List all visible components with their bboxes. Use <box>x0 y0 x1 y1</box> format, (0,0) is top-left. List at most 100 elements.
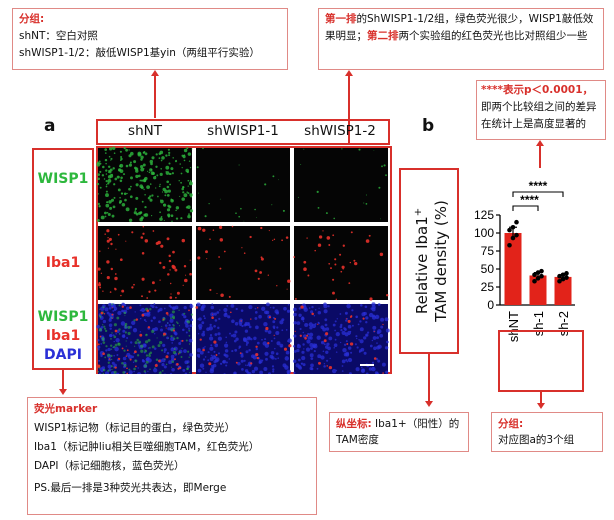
markers-note-line1: WISP1标记物（标记目的蛋白，绿色荧光） <box>34 422 236 434</box>
row-label-merge-dapi: DAPI <box>44 347 82 363</box>
y-tick-label-25: 25 <box>481 280 495 294</box>
data-point-sh-1-3 <box>532 272 537 278</box>
panel-a-letter: a <box>44 116 56 136</box>
scale-bar <box>360 364 374 366</box>
data-point-sh-2-0 <box>557 278 562 284</box>
bar-shNT <box>504 233 522 305</box>
significance-text: 即两个比较组之间的差异在统计上是高度显著的 <box>481 101 597 130</box>
data-point-sh-1-5 <box>539 268 544 274</box>
group-labels-box <box>498 330 584 392</box>
grouping-note-line1: shNT：空白对照 <box>19 30 98 42</box>
data-point-sh-2-1 <box>560 276 566 282</box>
significance-arrow-line <box>539 146 541 168</box>
panel-b-letter: b <box>422 116 435 136</box>
ylabel-note-hl: 纵坐标: <box>336 418 372 430</box>
observation-arrow-line <box>348 76 350 144</box>
data-point-sh-2-5 <box>564 271 569 276</box>
significance-arrow-head <box>536 140 544 146</box>
observation-note: 第一排的ShWISP1-1/2组，绿色荧光很少，WISP1敲低效果明显；第二排两… <box>318 8 604 70</box>
row-label-wisp1: WISP1 <box>37 171 89 187</box>
data-point-shNT-5 <box>514 219 519 225</box>
significance-label-1: **** <box>529 179 548 193</box>
row-label-merge-iba1: Iba1 <box>45 328 81 344</box>
data-point-sh-1-0 <box>532 278 537 284</box>
ylabel-arrow-line <box>428 354 430 402</box>
y-tick-label-125: 125 <box>474 208 494 222</box>
y-tick-label-0: 0 <box>487 298 494 312</box>
observation-arrow-head <box>345 70 353 76</box>
ylabel-box <box>399 168 459 354</box>
data-point-sh-2-4 <box>560 272 566 278</box>
y-tick-label-50: 50 <box>481 262 495 276</box>
col-header-shwisp1-1: shWISP1-1 <box>207 123 279 139</box>
micrograph-merge-shnt <box>96 302 194 374</box>
micrograph-wisp1-shwisp1-2 <box>294 148 388 222</box>
significance-bracket-2 <box>512 205 539 211</box>
col-header-shwisp1-2: shWISP1-2 <box>304 123 376 139</box>
markers-note-line3: DAPI（标记细胞核，蓝色荧光） <box>34 460 185 472</box>
observation-hl-row2: 第二排 <box>367 30 399 42</box>
markers-note-title: 荧光marker <box>34 403 98 415</box>
group-note: 分组: 对应图a的3个组 <box>491 412 603 452</box>
ylabel-note: 纵坐标: Iba1+（阳性）的TAM密度 <box>329 412 469 452</box>
data-point-shNT-0 <box>507 242 512 248</box>
micrograph-iba1-shwisp1-1 <box>196 225 291 300</box>
chart-ylabel-sup: + <box>413 207 424 217</box>
significance-bracket-1 <box>512 191 564 197</box>
row-labels-box <box>32 148 94 370</box>
micrograph-wisp1-shwisp1-1 <box>196 147 290 222</box>
row-label-iba1: Iba1 <box>45 255 81 271</box>
micrograph-merge-shwisp1-2 <box>292 302 390 374</box>
col-header-shnt: shNT <box>128 123 162 139</box>
column-headers-box <box>96 119 390 145</box>
significance-note: ****表示p＜0.0001， 即两个比较组之间的差异在统计上是高度显著的 <box>476 80 606 140</box>
micrograph-iba1-shnt <box>97 225 192 300</box>
x-tick-label-sh-2: sh-2 <box>556 311 571 336</box>
ylabel-note-text: Iba1+（阳性）的TAM密度 <box>336 418 460 446</box>
markers-arrow-head <box>59 389 67 395</box>
data-point-shNT-3 <box>507 227 512 233</box>
ylabel-arrow-head <box>425 401 433 407</box>
significance-label-2: **** <box>520 193 539 207</box>
group-arrow-line <box>540 392 542 404</box>
observation-hl-row1: 第一排 <box>325 13 357 25</box>
markers-arrow-line <box>62 370 64 390</box>
data-point-shNT-2 <box>514 232 519 238</box>
observation-text2: 两个实验组的红色荧光也比对照组少一些 <box>398 30 588 42</box>
grouping-arrow-line <box>154 76 156 118</box>
micrograph-wisp1-shnt <box>96 146 194 223</box>
row-label-merge-wisp1: WISP1 <box>37 309 89 325</box>
data-point-sh-2-2 <box>564 275 569 280</box>
data-point-shNT-1 <box>510 235 516 241</box>
y-tick-label-100: 100 <box>474 226 494 240</box>
group-note-hl: 分组: <box>498 418 524 430</box>
observation-text1: 的ShWISP1-1/2组，绿色荧光很少，WISP1敲低效果明显； <box>325 13 594 42</box>
micrograph-panels <box>96 146 390 374</box>
micrograph-iba1-shwisp1-2 <box>293 226 389 301</box>
micrograph-grid <box>96 146 392 374</box>
micrograph-merge-shwisp1-1 <box>195 302 292 374</box>
group-arrow-head <box>537 403 545 409</box>
chart-ylabel-line2: TAM density (%) <box>432 200 450 322</box>
markers-note-line2: Iba1（标记肿liu相关巨噬细胞TAM，红色荧光） <box>34 441 260 453</box>
bar-sh-2 <box>554 276 572 305</box>
x-tick-label-sh-1: sh-1 <box>531 311 546 336</box>
grouping-note: 分组: shNT：空白对照 shWISP1-1/2：敲低WISP1基yin（两组… <box>12 8 288 70</box>
chart-ylabel-line1: Relative Iba1 <box>413 216 431 315</box>
markers-note-line4: PS.最后一排是3种荧光共表达，即Merge <box>34 482 227 494</box>
group-note-text: 对应图a的3个组 <box>498 434 575 446</box>
data-point-sh-1-4 <box>535 270 541 275</box>
data-point-sh-2-3 <box>557 273 562 279</box>
data-point-shNT-4 <box>510 224 516 230</box>
chart-ylabel: Relative Iba1+ TAM density (%) <box>409 172 450 350</box>
bar-chart: 0 25 50 75 100 125 shNT sh-1 sh-2 ******** <box>474 179 575 342</box>
data-point-sh-1-1 <box>535 276 541 281</box>
data-point-sh-1-2 <box>539 273 544 279</box>
x-tick-label-shNT: shNT <box>506 311 521 342</box>
grouping-arrow-head <box>151 70 159 76</box>
markers-note: 荧光marker WISP1标记物（标记目的蛋白，绿色荧光） Iba1（标记肿l… <box>27 397 317 515</box>
grouping-note-title: 分组: <box>19 13 45 25</box>
significance-hl: ****表示p＜0.0001， <box>481 84 593 96</box>
grouping-note-line2: shWISP1-1/2：敲低WISP1基yin（两组平行实验） <box>19 47 260 59</box>
y-tick-label-75: 75 <box>481 244 495 258</box>
